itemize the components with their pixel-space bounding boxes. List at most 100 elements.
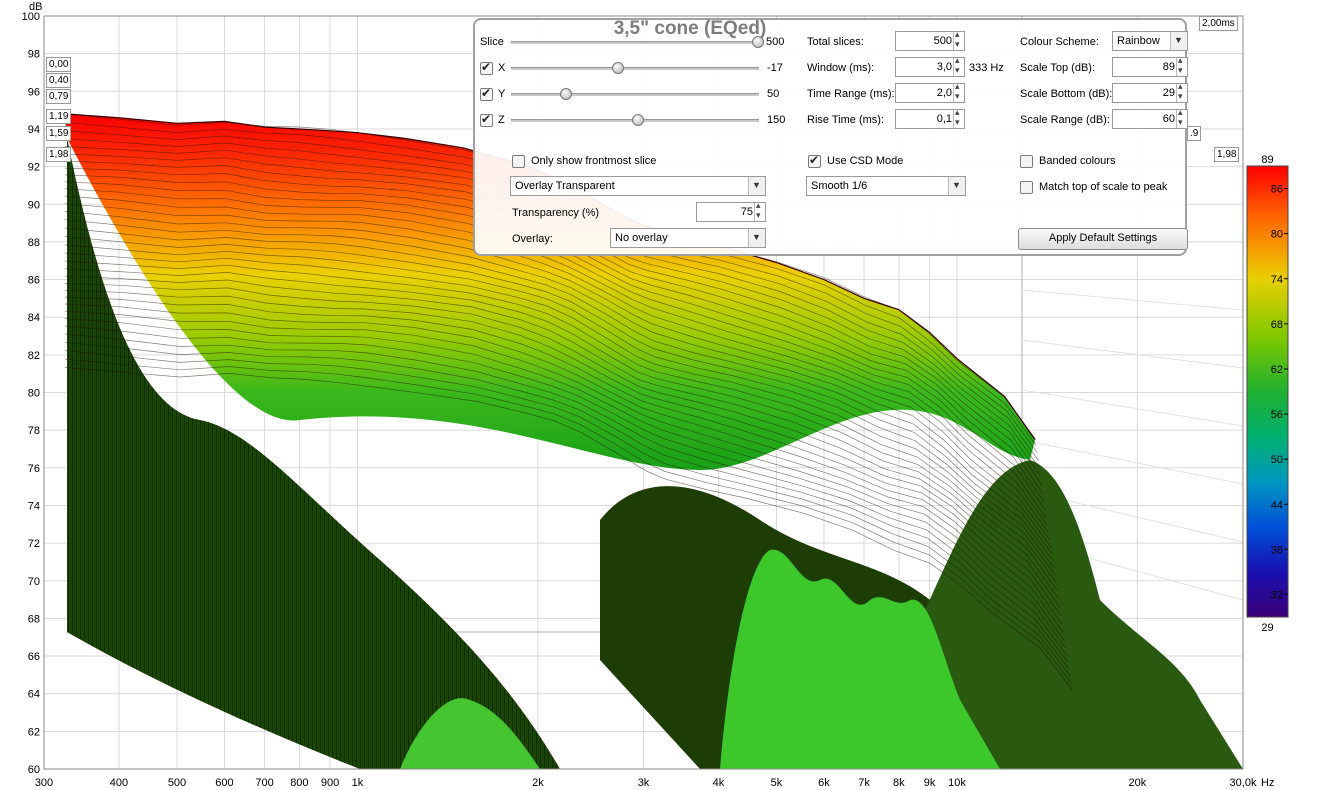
time-tick-label-right: 1,98 — [1214, 147, 1240, 162]
y-tick-label: 96 — [28, 86, 40, 98]
spin-arrows-icon[interactable] — [953, 55, 964, 76]
chevron-down-icon[interactable] — [748, 177, 765, 195]
slice-contour — [64, 244, 1055, 569]
csd-mode-checkbox[interactable] — [808, 153, 821, 168]
x-checkbox[interactable] — [480, 60, 493, 75]
plot-frame — [43, 15, 1244, 770]
overlay-label: Overlay: — [512, 233, 553, 245]
apply-default-settings-button[interactable]: Apply Default Settings — [1018, 228, 1188, 250]
x-tick-label: 20k — [1129, 777, 1147, 789]
chart-title: 3,5" cone (EQed) — [613, 18, 767, 39]
chevron-down-icon[interactable] — [948, 177, 965, 195]
slice-contour — [64, 296, 1063, 625]
spin-arrows-icon[interactable] — [953, 29, 964, 50]
frontmost-row: Only show frontmost slice — [512, 152, 656, 170]
z-checkbox[interactable] — [480, 112, 493, 127]
match-top-row: Match top of scale to peak — [1020, 178, 1167, 196]
scale-range-label: Scale Range (dB): — [1020, 114, 1110, 126]
y-slider-thumb[interactable] — [560, 88, 572, 100]
smoothing-select[interactable]: Smooth 1/6 — [806, 176, 966, 196]
transparency-spinbox[interactable]: 75 — [696, 200, 766, 222]
x-slider-thumb[interactable] — [612, 62, 624, 74]
z-label: Z — [498, 114, 505, 126]
banded-checkbox[interactable] — [1020, 154, 1033, 168]
x-tick-label: 9k — [924, 777, 936, 789]
x-tick-label: 10k — [948, 777, 966, 789]
y-tick-label: 62 — [28, 726, 40, 738]
chevron-down-icon[interactable] — [1170, 32, 1187, 50]
x-axis-unit-label: Hz — [1261, 777, 1274, 789]
colour-scale-tick-label: 86 — [1271, 184, 1283, 196]
time-range-spinbox[interactable]: 2,0 — [895, 81, 965, 103]
slice-contour — [64, 268, 1058, 592]
slice-contour — [64, 219, 1052, 548]
y-tick-label: 64 — [28, 689, 40, 701]
y-tick-label: 92 — [28, 162, 40, 174]
x-tick-label: 500 — [168, 777, 186, 789]
decay-body-right — [920, 460, 1243, 769]
colour-scale-gradient — [1246, 165, 1289, 618]
scale-top-spinbox[interactable]: 89 — [1112, 55, 1188, 77]
scale-range-spinbox[interactable]: 60 — [1112, 107, 1188, 129]
waterfall-controls-panel: 3,5" cone (EQed) Slice 500 X -17 Y 50 Z … — [473, 18, 1188, 256]
spin-arrows-icon[interactable] — [953, 81, 964, 102]
spin-arrows-icon[interactable] — [1176, 107, 1187, 128]
x-tick-label: 4k — [713, 777, 725, 789]
y-checkbox[interactable] — [480, 86, 493, 101]
banded-label: Banded colours — [1039, 155, 1116, 167]
time-tick-label-right: .9 — [1187, 126, 1202, 141]
colour-scale-top-label: 89 — [1261, 154, 1273, 166]
y-axis-unit-label: dB — [29, 1, 42, 13]
y-row: Y — [480, 85, 505, 103]
slice-contour — [64, 227, 1053, 555]
scale-top-label: Scale Top (dB): — [1020, 62, 1096, 74]
slice-contour — [64, 195, 1048, 526]
slice-contour — [64, 325, 1068, 656]
window-hz: 333 Hz — [969, 62, 1004, 74]
slice-contour — [64, 289, 1062, 617]
y-tick-label: 78 — [28, 425, 40, 437]
total-slices-spinbox[interactable]: 500 — [895, 29, 965, 51]
slice-contour — [64, 303, 1064, 633]
y-tick-label: 98 — [28, 49, 40, 61]
scale-bottom-label: Scale Bottom (dB): — [1020, 88, 1113, 100]
colour-scheme-value: Rainbow — [1117, 35, 1160, 47]
colour-scale-tick-label: 68 — [1271, 319, 1283, 331]
slice-label: Slice — [480, 36, 504, 48]
slice-contour — [64, 350, 1071, 677]
colour-scale-tick-label: 50 — [1271, 454, 1283, 466]
slice-row: Slice — [480, 33, 504, 51]
x-slider-track[interactable] — [511, 67, 759, 70]
frontmost-checkbox[interactable] — [512, 154, 525, 168]
colour-scale-tick-label: 74 — [1271, 274, 1283, 286]
side-wall-line — [1021, 289, 1244, 311]
match-top-checkbox[interactable] — [1020, 180, 1033, 194]
slice-contour — [64, 275, 1060, 600]
spin-arrows-icon[interactable] — [1176, 55, 1187, 76]
resonance-lobe-5k — [720, 549, 1000, 769]
chevron-down-icon[interactable] — [748, 229, 765, 247]
spin-arrows-icon[interactable] — [754, 200, 765, 221]
waterfall-top-surface — [64, 113, 1036, 471]
x-value: -17 — [767, 62, 783, 74]
scale-bottom-spinbox[interactable]: 29 — [1112, 81, 1188, 103]
colour-scheme-select[interactable]: Rainbow — [1112, 31, 1188, 51]
x-tick-label: 8k — [893, 777, 905, 789]
y-tick-label: 60 — [28, 764, 40, 776]
overlay-mode-select[interactable]: Overlay Transparent — [510, 176, 766, 196]
spin-arrows-icon[interactable] — [1176, 81, 1187, 102]
slice-contour — [64, 282, 1061, 608]
rise-time-spinbox[interactable]: 0,1 — [895, 107, 965, 129]
y-slider-track[interactable] — [511, 93, 759, 96]
colour-scale-bar: 89 29 86 80 74 68 62 56 50 44 38 32 — [1246, 154, 1289, 634]
spin-arrows-icon[interactable] — [953, 107, 964, 128]
overlay-select[interactable]: No overlay — [610, 228, 766, 248]
z-slider-thumb[interactable] — [632, 114, 644, 126]
rise-time-value: 0,1 — [936, 113, 952, 125]
window-spinbox[interactable]: 3,0 — [895, 55, 965, 77]
slice-slider-thumb[interactable] — [752, 36, 764, 48]
slice-slider-track[interactable] — [511, 41, 759, 44]
time-tick-label: 0,40 — [46, 73, 72, 88]
scale-range-value: 60 — [1162, 113, 1175, 125]
